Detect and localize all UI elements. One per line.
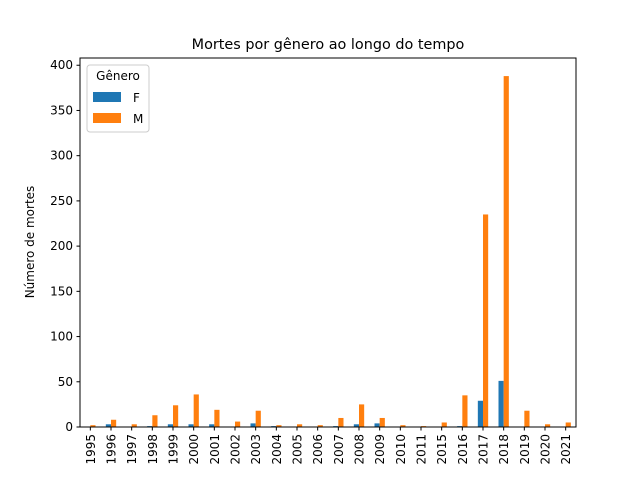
bar-M-2015 — [441, 422, 447, 427]
x-tick-label-2002: 2002 — [229, 434, 243, 465]
bar-F-2009 — [374, 423, 380, 427]
bar-M-2001 — [214, 409, 220, 427]
y-tick-label-250: 250 — [50, 194, 73, 208]
bar-M-2009 — [379, 417, 385, 427]
y-tick-label-50: 50 — [58, 375, 73, 389]
bar-M-2018 — [503, 76, 509, 427]
bar-F-2001 — [209, 424, 215, 427]
legend-label-F: F — [133, 91, 140, 105]
y-tick-label-0: 0 — [65, 420, 73, 434]
bar-M-2008 — [359, 404, 365, 427]
x-tick-label-1999: 1999 — [167, 434, 181, 465]
y-tick-label-400: 400 — [50, 58, 73, 72]
bar-F-2000 — [188, 424, 194, 427]
y-tick-label-100: 100 — [50, 330, 73, 344]
bar-M-2004 — [276, 425, 282, 427]
x-tick-label-2007: 2007 — [332, 434, 346, 465]
bar-M-2005 — [297, 424, 303, 427]
bar-M-2007 — [338, 417, 344, 427]
x-tick-label-2017: 2017 — [477, 434, 491, 465]
x-tick-label-1998: 1998 — [146, 434, 160, 465]
x-tick-label-2019: 2019 — [518, 434, 532, 465]
bar-F-1999 — [167, 424, 173, 427]
x-tick-label-2003: 2003 — [249, 434, 263, 465]
y-tick-label-350: 350 — [50, 103, 73, 117]
x-tick-label-2011: 2011 — [415, 434, 429, 465]
x-tick-label-1997: 1997 — [125, 434, 139, 465]
bar-M-1997 — [131, 424, 137, 427]
x-tick-label-2000: 2000 — [187, 434, 201, 465]
legend-label-M: M — [133, 112, 143, 126]
bar-F-2008 — [353, 424, 359, 427]
x-tick-label-2005: 2005 — [291, 434, 305, 465]
legend: Gênero FM — [86, 64, 150, 133]
x-tick-label-2010: 2010 — [394, 434, 408, 465]
bar-F-2017 — [477, 400, 483, 427]
bar-M-1998 — [152, 415, 158, 427]
legend-title: Gênero — [96, 69, 140, 83]
legend-swatch-M — [93, 113, 121, 123]
bar-M-2006 — [317, 425, 323, 427]
x-tick-label-2006: 2006 — [311, 434, 325, 465]
x-tick-label-2008: 2008 — [353, 434, 367, 465]
bar-M-2020 — [545, 424, 551, 427]
x-tick-label-2020: 2020 — [539, 434, 553, 465]
plot-frame — [79, 57, 577, 428]
bar-M-2002 — [235, 421, 241, 427]
bar-M-2000 — [193, 394, 199, 427]
y-tick-label-150: 150 — [50, 284, 73, 298]
bar-F-2018 — [498, 380, 504, 428]
y-axis-title: Número de mortes — [23, 186, 37, 299]
legend-swatch-F — [93, 92, 121, 102]
x-tick-label-2018: 2018 — [497, 434, 511, 465]
bar-M-2003 — [255, 410, 261, 427]
x-tick-label-2016: 2016 — [456, 434, 470, 465]
bar-M-2017 — [483, 214, 489, 427]
x-tick-label-1996: 1996 — [105, 434, 119, 465]
x-tick-label-2021: 2021 — [559, 434, 573, 465]
bar-M-1996 — [111, 419, 117, 427]
y-tick-label-300: 300 — [50, 149, 73, 163]
chart-title: Mortes por gênero ao longo do tempo — [192, 37, 465, 53]
bar-M-2010 — [400, 425, 406, 427]
x-tick-label-2009: 2009 — [373, 434, 387, 465]
plot-area: 0 50 100 150 200 250 300 350 400 1995 1996 1997 1998… — [50, 57, 577, 465]
x-tick-label-1995: 1995 — [84, 434, 98, 465]
bar-F-1996 — [105, 424, 111, 427]
y-tick-label-200: 200 — [50, 239, 73, 253]
x-tick-label-2015: 2015 — [435, 434, 449, 465]
bar-M-1995 — [90, 425, 96, 427]
bar-M-2019 — [524, 410, 530, 427]
x-tick-label-2004: 2004 — [270, 434, 284, 465]
bar-M-2021 — [565, 422, 571, 427]
bar-M-1999 — [173, 405, 179, 427]
x-tick-label-2001: 2001 — [208, 434, 222, 465]
bar-M-2016 — [462, 395, 468, 427]
bar-F-2003 — [250, 423, 256, 427]
